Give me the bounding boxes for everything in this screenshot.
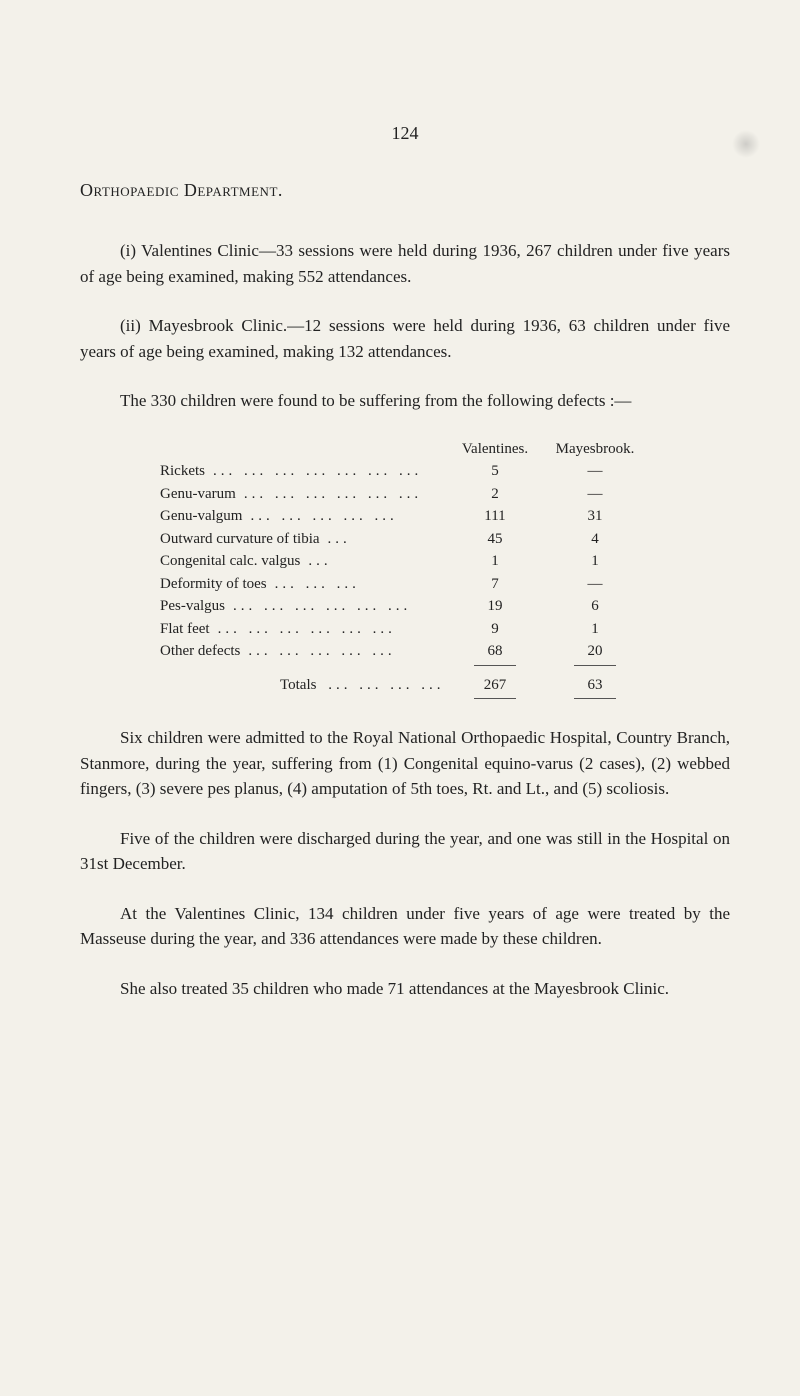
table-row: Flat feet ... ... ... ... ... ... 91 — [160, 618, 730, 641]
row-valentines: 45 — [450, 528, 540, 551]
row-label-text: Other defects — [160, 643, 240, 659]
table-row: Genu-varum ... ... ... ... ... ... 2— — [160, 483, 730, 506]
page-smudge — [732, 130, 760, 158]
row-mayesbrook: — — [540, 573, 650, 596]
row-valentines: 2 — [450, 483, 540, 506]
table-rule-row — [160, 663, 730, 668]
totals-valentines: 267 — [450, 674, 540, 697]
leader-dots: ... — [308, 553, 331, 569]
row-label: Genu-valgum ... ... ... ... ... — [160, 505, 450, 528]
leader-dots: ... ... ... ... ... ... — [218, 621, 396, 637]
row-mayesbrook: 31 — [540, 505, 650, 528]
paragraph-7: She also treated 35 children who made 71… — [80, 976, 730, 1002]
paragraph-4: Six children were admitted to the Royal … — [80, 725, 730, 802]
paragraph-3: The 330 children were found to be suffer… — [80, 388, 730, 414]
leader-dots: ... ... ... ... — [328, 677, 444, 693]
row-label: Congenital calc. valgus... — [160, 550, 450, 573]
row-valentines: 111 — [450, 505, 540, 528]
row-mayesbrook: 1 — [540, 618, 650, 641]
row-label: Deformity of toes ... ... ... — [160, 573, 450, 596]
table-header-blank — [160, 438, 450, 461]
totals-label-text: Totals — [280, 677, 316, 693]
row-mayesbrook: — — [540, 483, 650, 506]
row-label-text: Pes-valgus — [160, 598, 225, 614]
rule-line — [474, 698, 516, 699]
leader-dots: ... ... ... ... ... ... ... — [213, 463, 422, 479]
totals-label: Totals ... ... ... ... — [160, 674, 450, 697]
row-label: Flat feet ... ... ... ... ... ... — [160, 618, 450, 641]
row-valentines: 68 — [450, 640, 540, 663]
paragraph-6: At the Valentines Clinic, 134 children u… — [80, 901, 730, 952]
defects-table: Valentines. Mayesbrook. Rickets... ... .… — [160, 438, 730, 702]
row-label-text: Rickets — [160, 463, 205, 479]
table-row: Deformity of toes ... ... ... 7— — [160, 573, 730, 596]
row-mayesbrook: 6 — [540, 595, 650, 618]
leader-dots: ... ... ... ... ... ... — [233, 598, 411, 614]
row-mayesbrook: 1 — [540, 550, 650, 573]
table-header-row: Valentines. Mayesbrook. — [160, 438, 730, 461]
row-label: Genu-varum ... ... ... ... ... ... — [160, 483, 450, 506]
page-number: 124 — [80, 120, 730, 147]
totals-mayesbrook: 63 — [540, 674, 650, 697]
table-totals-row: Totals ... ... ... ... 267 63 — [160, 674, 730, 697]
table-row: Pes-valgus ... ... ... ... ... ... 196 — [160, 595, 730, 618]
row-label-text: Outward curvature of tibia — [160, 531, 320, 547]
row-label: Other defects ... ... ... ... ... — [160, 640, 450, 663]
row-label-text: Flat feet — [160, 621, 210, 637]
row-valentines: 19 — [450, 595, 540, 618]
table-row: Genu-valgum ... ... ... ... ... 11131 — [160, 505, 730, 528]
row-valentines: 1 — [450, 550, 540, 573]
row-mayesbrook: 4 — [540, 528, 650, 551]
leader-dots: ... ... ... ... ... ... — [244, 486, 422, 502]
row-label: Outward curvature of tibia... — [160, 528, 450, 551]
rule-line — [574, 698, 616, 699]
paragraph-2: (ii) Mayesbrook Clinic.—12 sessions were… — [80, 313, 730, 364]
paragraph-1: (i) Valentines Clinic—33 sessions were h… — [80, 238, 730, 289]
row-label-text: Congenital calc. valgus — [160, 553, 300, 569]
row-valentines: 9 — [450, 618, 540, 641]
leader-dots: ... ... ... ... ... — [250, 508, 397, 524]
row-valentines: 7 — [450, 573, 540, 596]
section-heading: Orthopaedic Department. — [80, 177, 730, 204]
row-mayesbrook: 20 — [540, 640, 650, 663]
row-mayesbrook: — — [540, 460, 650, 483]
leader-dots: ... — [328, 531, 351, 547]
row-label-text: Genu-valgum — [160, 508, 242, 524]
table-row: Rickets ... ... ... ... ... ... ... 5— — [160, 460, 730, 483]
table-header-mayesbrook: Mayesbrook. — [540, 438, 650, 461]
row-label: Pes-valgus ... ... ... ... ... ... — [160, 595, 450, 618]
table-header-valentines: Valentines. — [450, 438, 540, 461]
leader-dots: ... ... ... ... ... — [248, 643, 395, 659]
rule-line — [474, 665, 516, 666]
row-label-text: Deformity of toes — [160, 576, 267, 592]
row-valentines: 5 — [450, 460, 540, 483]
row-label: Rickets ... ... ... ... ... ... ... — [160, 460, 450, 483]
table-rule-row-bottom — [160, 696, 730, 701]
rule-line — [574, 665, 616, 666]
row-label-text: Genu-varum — [160, 486, 236, 502]
table-row: Other defects ... ... ... ... ... 6820 — [160, 640, 730, 663]
paragraph-5: Five of the children were discharged dur… — [80, 826, 730, 877]
table-row: Outward curvature of tibia...454 — [160, 528, 730, 551]
leader-dots: ... ... ... — [275, 576, 360, 592]
table-row: Congenital calc. valgus...11 — [160, 550, 730, 573]
